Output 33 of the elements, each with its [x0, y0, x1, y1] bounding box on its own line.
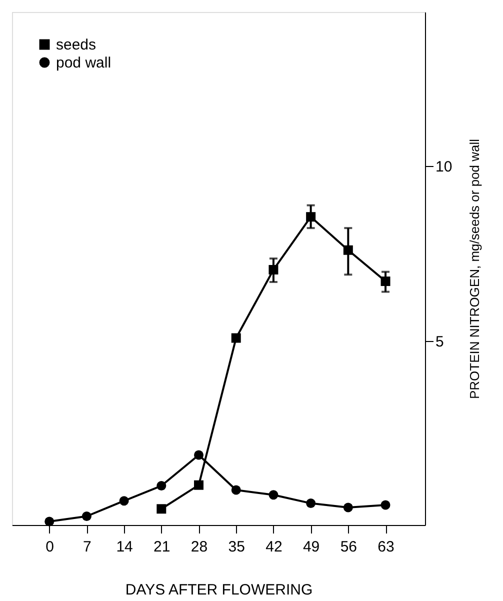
- point: [306, 498, 316, 508]
- point: [44, 516, 54, 526]
- point: [231, 485, 241, 495]
- y-tick-label: 5: [436, 334, 444, 351]
- point: [119, 496, 129, 506]
- legend-label: seeds: [56, 36, 96, 54]
- point: [194, 480, 204, 490]
- x-tick-label: 56: [340, 538, 358, 556]
- x-tick-label: 0: [46, 538, 54, 556]
- point: [231, 333, 241, 343]
- point: [82, 512, 92, 521]
- x-tick-label: 21: [154, 538, 170, 556]
- point: [156, 481, 166, 491]
- x-tick-label: 63: [378, 538, 394, 556]
- point: [343, 502, 353, 512]
- x-tick-label: 28: [190, 538, 208, 556]
- x-tick-label: 7: [83, 538, 92, 556]
- point: [268, 264, 278, 274]
- x-tick-label: 14: [116, 538, 133, 556]
- point: [306, 212, 316, 222]
- legend-label: pod wall: [56, 54, 112, 72]
- point: [268, 490, 278, 500]
- x-axis-title: DAYS AFTER FLOWERING: [125, 582, 313, 598]
- point: [380, 276, 390, 286]
- x-tick-label: 42: [266, 538, 282, 556]
- point: [156, 504, 166, 514]
- point: [343, 245, 353, 255]
- y-tick-label: 10: [436, 158, 452, 176]
- point: [380, 500, 390, 510]
- x-tick-label: 49: [302, 538, 320, 556]
- point: [194, 450, 204, 460]
- y-axis-title: PROTEIN NITROGEN, mg/seeds or pod wall: [467, 138, 482, 400]
- x-tick-label: 35: [228, 538, 245, 556]
